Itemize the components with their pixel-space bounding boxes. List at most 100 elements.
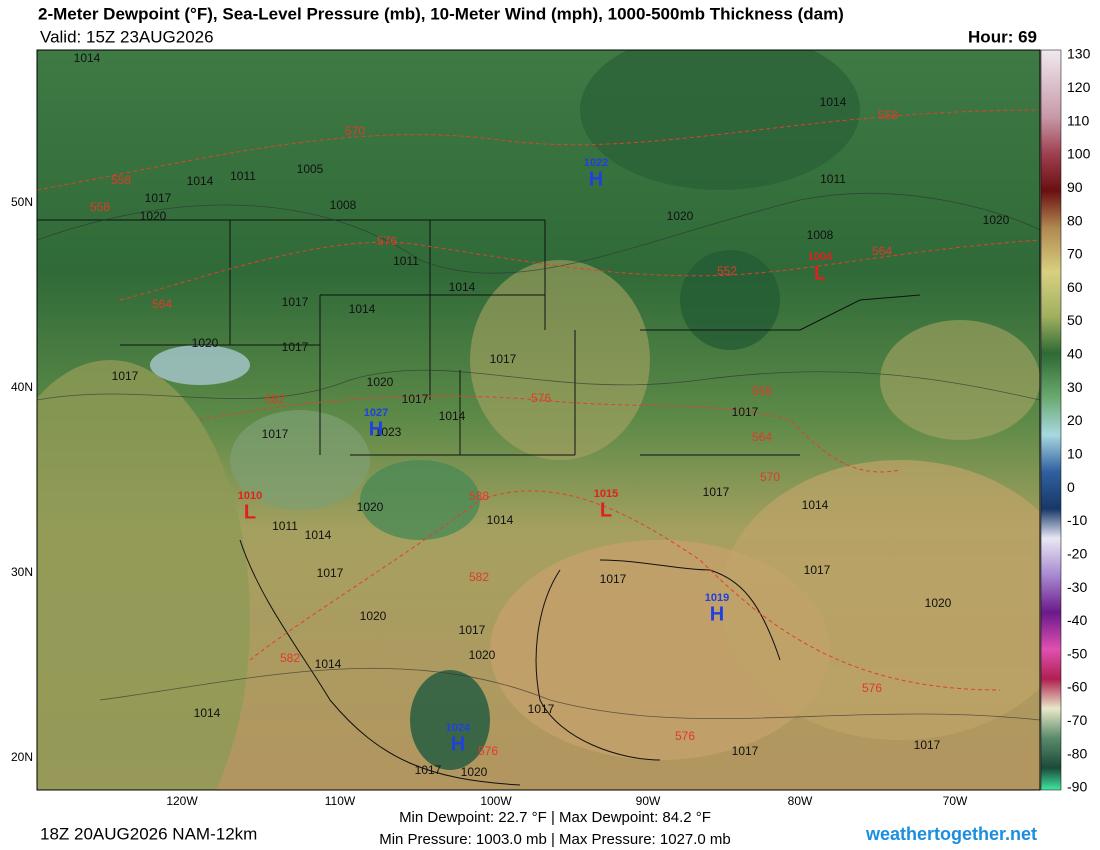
colorbar-label: -70 bbox=[1067, 712, 1087, 728]
colorbar-label: 60 bbox=[1067, 279, 1083, 295]
isobar-label: 1020 bbox=[357, 500, 384, 514]
colorbar-label: 20 bbox=[1067, 412, 1083, 428]
isobar-label: 1014 bbox=[194, 706, 221, 720]
longitude-label: 110W bbox=[325, 794, 356, 808]
isobar-label: 1020 bbox=[925, 596, 952, 610]
colorbar-label: 0 bbox=[1067, 479, 1075, 495]
model-run: 18Z 20AUG2026 NAM-12km bbox=[40, 824, 257, 843]
thickness-label: 576 bbox=[862, 681, 882, 695]
longitude-label: 70W bbox=[943, 794, 968, 808]
isobar-label: 1020 bbox=[192, 336, 219, 350]
dewpoint-range: Min Dewpoint: 22.7 °F | Max Dewpoint: 84… bbox=[399, 809, 711, 826]
high-pressure-value: 1019 bbox=[705, 592, 729, 604]
colorbar-label: -20 bbox=[1067, 545, 1087, 561]
colorbar-label: 30 bbox=[1067, 379, 1083, 395]
latitude-label: 30N bbox=[11, 565, 33, 579]
pressure-range: Min Pressure: 1003.0 mb | Max Pressure: … bbox=[379, 831, 731, 848]
isobar-label: 1017 bbox=[317, 566, 344, 580]
colorbar-label: -30 bbox=[1067, 579, 1087, 595]
isobar-label: 1011 bbox=[820, 172, 846, 186]
isobar-label: 1017 bbox=[282, 340, 309, 354]
longitude-label: 80W bbox=[788, 794, 813, 808]
isobar-label: 1017 bbox=[459, 623, 486, 637]
isobar-label: 1014 bbox=[449, 280, 476, 294]
isobar-label: 1017 bbox=[490, 352, 517, 366]
colorbar-label: -50 bbox=[1067, 645, 1087, 661]
isobar-label: 1014 bbox=[349, 302, 376, 316]
colorbar-label: 120 bbox=[1067, 79, 1091, 95]
colorbar-label: -60 bbox=[1067, 679, 1087, 695]
isobar-label: 1017 bbox=[732, 744, 759, 758]
isobar-label: 1017 bbox=[415, 763, 442, 777]
thickness-label: 552 bbox=[717, 264, 737, 278]
colorbar-label: 40 bbox=[1067, 346, 1083, 362]
low-pressure-symbol: L bbox=[814, 262, 826, 284]
thickness-label: 564 bbox=[872, 244, 892, 258]
isobar-label: 1005 bbox=[297, 162, 324, 176]
colorbar-label: -90 bbox=[1067, 779, 1087, 795]
colorbar-label: 100 bbox=[1067, 146, 1091, 162]
thickness-label: 588 bbox=[469, 489, 489, 503]
thickness-label: 558 bbox=[878, 108, 898, 122]
thickness-label: 570 bbox=[345, 124, 365, 138]
isobar-label: 1020 bbox=[469, 648, 496, 662]
isobar-label: 1008 bbox=[807, 228, 834, 242]
isobar-label: 1014 bbox=[74, 51, 101, 65]
isobar-label: 1014 bbox=[187, 174, 214, 188]
site-link[interactable]: weathertogether.net bbox=[865, 824, 1037, 844]
isobar-label: 1014 bbox=[802, 498, 829, 512]
isobar-label: 1011 bbox=[230, 169, 256, 183]
isobar-label: 1017 bbox=[732, 405, 759, 419]
thickness-label: 582 bbox=[265, 392, 285, 406]
thickness-label: 558 bbox=[752, 384, 772, 398]
isobar-label: 1020 bbox=[667, 209, 694, 223]
high-pressure-symbol: H bbox=[451, 733, 465, 755]
thickness-label: 576 bbox=[377, 234, 397, 248]
isobar-label: 1017 bbox=[914, 738, 941, 752]
isobar-label: 1011 bbox=[272, 519, 298, 533]
isobar-label: 1017 bbox=[112, 369, 139, 383]
high-pressure-symbol: H bbox=[369, 418, 383, 440]
longitude-label: 90W bbox=[636, 794, 661, 808]
isobar-label: 1008 bbox=[330, 198, 357, 212]
high-pressure-value: 1022 bbox=[584, 157, 608, 169]
isobar-label: 1017 bbox=[528, 702, 555, 716]
colorbar-label: 110 bbox=[1067, 112, 1090, 128]
isobar-label: 1020 bbox=[983, 213, 1010, 227]
low-pressure-value: 1004 bbox=[808, 251, 833, 263]
isobar-label: 1014 bbox=[487, 513, 514, 527]
isobar-label: 1011 bbox=[393, 254, 419, 268]
isobar-label: 1014 bbox=[439, 409, 466, 423]
colorbar bbox=[1040, 49, 1062, 791]
high-pressure-value: 1024 bbox=[446, 722, 471, 734]
thickness-label: 576 bbox=[531, 391, 551, 405]
low-pressure-value: 1015 bbox=[594, 488, 618, 500]
colorbar-label: 50 bbox=[1067, 312, 1083, 328]
colorbar-label: 90 bbox=[1067, 179, 1083, 195]
latitude-label: 20N bbox=[11, 750, 33, 764]
colorbar-label: 80 bbox=[1067, 212, 1083, 228]
thickness-label: 582 bbox=[280, 651, 300, 665]
isobar-label: 1017 bbox=[145, 191, 172, 205]
longitude-label: 120W bbox=[166, 794, 198, 808]
low-pressure-value: 1010 bbox=[238, 490, 262, 502]
longitude-label: 100W bbox=[480, 794, 512, 808]
isobar-label: 1023 bbox=[375, 425, 402, 439]
colorbar-label: 70 bbox=[1067, 246, 1083, 262]
isobar-label: 1020 bbox=[461, 765, 488, 779]
isobar-label: 1014 bbox=[820, 95, 847, 109]
isobar-label: 1017 bbox=[262, 427, 289, 441]
low-pressure-symbol: L bbox=[244, 501, 256, 523]
colorbar-label: 10 bbox=[1067, 446, 1083, 462]
isobar-label: 1017 bbox=[600, 572, 627, 586]
low-pressure-symbol: L bbox=[600, 499, 612, 521]
isobar-label: 1017 bbox=[282, 295, 309, 309]
colorbar-label: -80 bbox=[1067, 745, 1087, 761]
title: 2-Meter Dewpoint (°F), Sea-Level Pressur… bbox=[38, 4, 844, 23]
isobar-label: 1014 bbox=[315, 657, 342, 671]
colorbar-label: -10 bbox=[1067, 512, 1087, 528]
thickness-label: 564 bbox=[752, 430, 772, 444]
map bbox=[37, 50, 1040, 790]
thickness-label: 570 bbox=[760, 470, 780, 484]
